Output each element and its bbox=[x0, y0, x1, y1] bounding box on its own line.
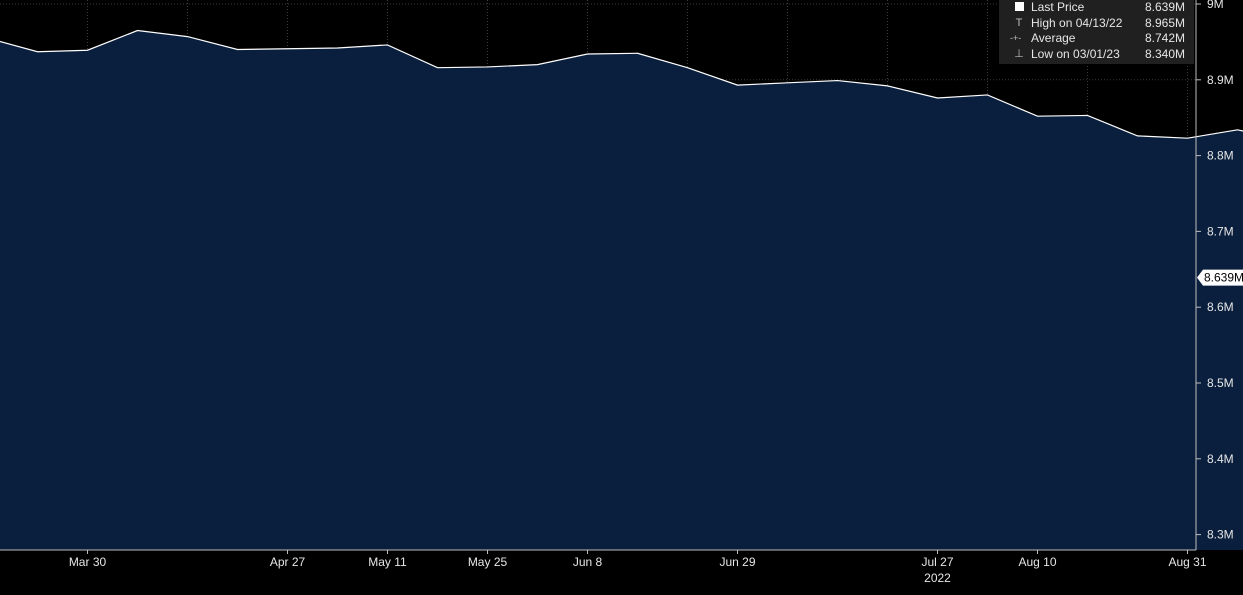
y-tick-label: 8.4M bbox=[1207, 452, 1234, 466]
legend-square-icon bbox=[1014, 0, 1024, 17]
y-tick-label: 8.9M bbox=[1207, 73, 1234, 87]
x-tick-label: Jul 27 bbox=[921, 555, 953, 569]
x-tick-label: Jun 29 bbox=[719, 555, 755, 569]
legend: Last Price 8.639M T High on 04/13/22 8.9… bbox=[999, 0, 1194, 64]
y-tick-label: 9M bbox=[1207, 0, 1224, 11]
legend-label: Low on 03/01/23 bbox=[1031, 47, 1120, 63]
x-tick-label: Apr 27 bbox=[270, 555, 306, 569]
last-value-callout: 8.639M bbox=[1197, 270, 1243, 286]
legend-label: High on 04/13/22 bbox=[1031, 16, 1122, 32]
series-area bbox=[0, 31, 1243, 550]
legend-value: 8.742M bbox=[1145, 31, 1185, 47]
y-tick-label: 8.7M bbox=[1207, 224, 1234, 238]
y-tick-label: 8.6M bbox=[1207, 300, 1234, 314]
legend-value: 8.965M bbox=[1145, 16, 1185, 32]
legend-high-marker-icon: T bbox=[1014, 16, 1024, 32]
y-tick-label: 8.8M bbox=[1207, 149, 1234, 163]
legend-entry-low: ⊥ Low on 03/01/23 8.340M bbox=[999, 47, 1194, 63]
series-layer bbox=[0, 31, 1243, 550]
legend-label: Last Price bbox=[1031, 0, 1084, 16]
legend-entry-high: T High on 04/13/22 8.965M bbox=[999, 16, 1194, 32]
x-tick-label: Mar 30 bbox=[69, 555, 107, 569]
x-tick-label: May 25 bbox=[468, 555, 508, 569]
y-tick-label: 8.5M bbox=[1207, 376, 1234, 390]
x-tick-label: Aug 10 bbox=[1018, 555, 1056, 569]
y-tick-label: 8.3M bbox=[1207, 528, 1234, 542]
legend-average-marker-icon: -+- bbox=[1010, 31, 1020, 47]
x-year-label: 2022 bbox=[924, 571, 951, 585]
legend-entry-last-price: Last Price 8.639M bbox=[999, 0, 1194, 16]
x-tick-label: May 11 bbox=[368, 555, 407, 569]
legend-entry-average: -+- Average 8.742M bbox=[999, 31, 1194, 47]
legend-low-marker-icon: ⊥ bbox=[1014, 47, 1024, 63]
last-value-label: 8.639M bbox=[1204, 271, 1243, 285]
x-tick-label: Aug 31 bbox=[1168, 555, 1206, 569]
legend-value: 8.639M bbox=[1145, 0, 1185, 16]
legend-label: Average bbox=[1031, 31, 1075, 47]
legend-value: 8.340M bbox=[1145, 47, 1185, 63]
x-tick-label: Jun 8 bbox=[573, 555, 603, 569]
